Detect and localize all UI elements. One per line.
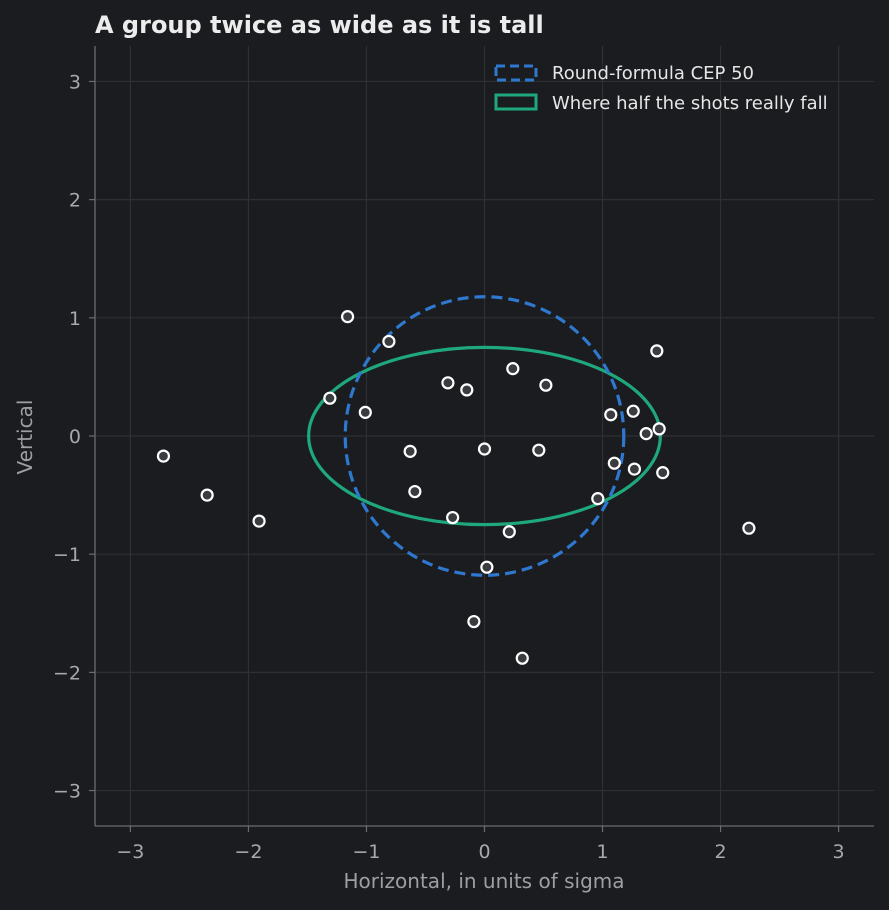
cep50-circle — [343, 295, 626, 577]
shot-point — [656, 466, 670, 480]
shot-point — [467, 614, 481, 629]
shot-point — [252, 514, 266, 528]
x-tick-label: 2 — [715, 841, 727, 863]
shot-point — [652, 422, 666, 436]
x-tick-label: 1 — [596, 841, 608, 863]
shot-point — [539, 378, 553, 392]
x-tick-labels: −3 −2 −1 0 1 2 3 — [116, 841, 844, 863]
shot-point — [477, 442, 492, 456]
x-tick-label: −1 — [352, 841, 380, 863]
shot-point — [446, 510, 460, 525]
y-axis-label: Vertical — [13, 400, 37, 475]
legend-label-ellipse: Where half the shots really fall — [552, 93, 828, 114]
chart-title: A group twice as wide as it is tall — [95, 11, 544, 39]
shot-point — [502, 525, 516, 539]
legend-swatch-circle — [494, 64, 538, 82]
shot-point — [607, 456, 621, 470]
x-tick-label: 0 — [478, 841, 490, 863]
shot-point — [323, 391, 337, 405]
shot-point — [156, 449, 171, 463]
shot-point — [591, 492, 605, 506]
x-tick-label: −3 — [116, 841, 144, 863]
y-tick-label: 1 — [69, 308, 81, 330]
shot-point — [639, 427, 653, 441]
shot-point — [626, 404, 640, 418]
shot-point — [460, 383, 474, 397]
y-tick-label: −2 — [53, 662, 81, 684]
grid — [95, 46, 874, 826]
shot-point — [532, 443, 546, 457]
shot-point — [403, 444, 417, 458]
shot-point — [604, 408, 618, 422]
x-axis-label: Horizontal, in units of sigma — [344, 869, 625, 893]
y-tick-label: −1 — [53, 544, 81, 566]
legend-label-circle: Round-formula CEP 50 — [552, 63, 754, 84]
y-tick-label: 3 — [69, 71, 81, 93]
shot-point — [506, 362, 520, 376]
shot-point — [441, 376, 455, 390]
y-tick-label: −3 — [53, 781, 81, 803]
shot-point — [340, 310, 355, 324]
shot-point — [515, 651, 529, 665]
legend-swatch-ellipse — [494, 93, 538, 111]
x-tick-label: 3 — [833, 841, 845, 863]
shot-point — [650, 344, 664, 358]
shot-point — [742, 521, 756, 535]
y-tick-label: 2 — [69, 190, 81, 212]
x-tick-label: −2 — [234, 841, 262, 863]
shot-point — [382, 334, 396, 349]
y-tick-labels: −3 −2 −1 0 1 2 3 — [53, 71, 81, 802]
shot-point — [358, 405, 372, 419]
y-tick-label: 0 — [69, 426, 81, 448]
shot-point — [200, 488, 214, 502]
true-half-ellipse — [307, 345, 662, 527]
shot-point — [627, 462, 641, 476]
shot-point — [408, 484, 422, 499]
axes — [89, 46, 874, 832]
shot-points — [156, 310, 756, 665]
legend: Round-formula CEP 50 Where half the shot… — [494, 63, 828, 114]
cep-shapes — [307, 295, 662, 577]
shot-point — [480, 560, 494, 574]
